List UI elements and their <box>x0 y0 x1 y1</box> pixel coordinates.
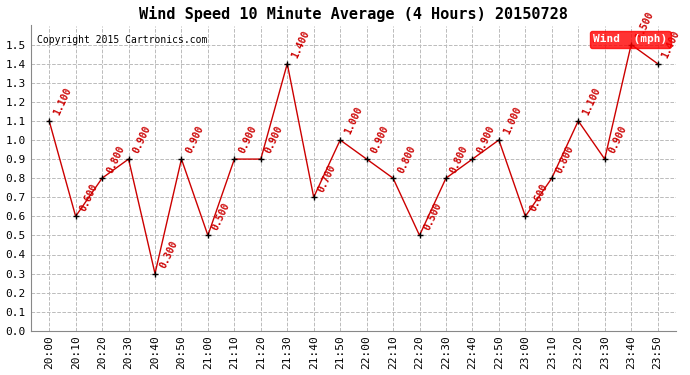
Text: 0.600: 0.600 <box>78 182 100 213</box>
Text: 0.900: 0.900 <box>184 124 206 155</box>
Text: 0.900: 0.900 <box>475 124 497 155</box>
Text: 1.500: 1.500 <box>634 10 656 41</box>
Text: 0.900: 0.900 <box>131 124 152 155</box>
Text: 0.800: 0.800 <box>105 144 126 174</box>
Text: 0.900: 0.900 <box>369 124 391 155</box>
Text: 1.400: 1.400 <box>290 29 311 60</box>
Text: 1.000: 1.000 <box>343 105 364 136</box>
Text: 0.700: 0.700 <box>316 163 338 194</box>
Text: 1.100: 1.100 <box>581 86 602 117</box>
Text: 0.800: 0.800 <box>448 144 470 174</box>
Text: Copyright 2015 Cartronics.com: Copyright 2015 Cartronics.com <box>37 34 208 45</box>
Text: 0.600: 0.600 <box>528 182 549 213</box>
Text: 1.000: 1.000 <box>502 105 523 136</box>
Legend: Wind  (mph): Wind (mph) <box>590 31 671 48</box>
Text: 0.900: 0.900 <box>237 124 259 155</box>
Text: 0.800: 0.800 <box>555 144 576 174</box>
Text: 0.800: 0.800 <box>396 144 417 174</box>
Text: 0.500: 0.500 <box>210 201 232 232</box>
Text: 1.100: 1.100 <box>52 86 73 117</box>
Text: 0.900: 0.900 <box>264 124 285 155</box>
Text: 0.500: 0.500 <box>422 201 444 232</box>
Text: 1.400: 1.400 <box>660 29 682 60</box>
Text: 0.900: 0.900 <box>607 124 629 155</box>
Title: Wind Speed 10 Minute Average (4 Hours) 20150728: Wind Speed 10 Minute Average (4 Hours) 2… <box>139 6 568 21</box>
Text: 0.300: 0.300 <box>157 239 179 270</box>
